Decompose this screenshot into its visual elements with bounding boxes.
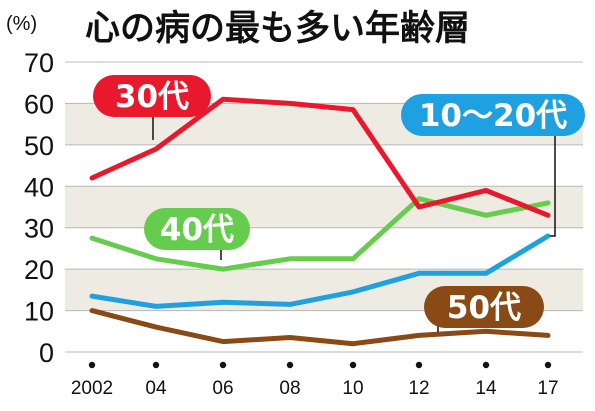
series-label-text: 10〜20代 (419, 98, 567, 134)
x-tick-label: 14 (475, 378, 497, 399)
series-label-text: 30代 (115, 79, 189, 115)
y-axis-ticks: 0 10 20 30 40 50 60 70 (24, 48, 54, 368)
x-tick-dot (415, 361, 423, 369)
series-line (89, 196, 551, 272)
series-labels: 30代 10〜20代 40代 50代 (93, 75, 585, 328)
y-tick-label: 70 (24, 48, 54, 78)
series-label-pill (424, 286, 544, 328)
series-label-text: 40代 (160, 212, 234, 248)
series-label-text: 50代 (447, 290, 521, 326)
grid-band (65, 186, 583, 228)
series-line (89, 233, 551, 309)
x-tick-label: 04 (145, 378, 167, 399)
y-tick-label: 60 (24, 89, 54, 119)
x-tick-dot (349, 361, 357, 369)
series-lines (89, 96, 551, 347)
grid-band (65, 144, 583, 187)
series-label-pill (144, 208, 250, 250)
x-tick-label: 17 (537, 378, 558, 399)
chart-title: 心の病の最も多い年齢層 (85, 9, 470, 49)
y-tick-label: 50 (24, 131, 54, 161)
x-tick-dot (152, 361, 160, 369)
leader-line (550, 115, 556, 237)
x-tick-dot (219, 361, 227, 369)
series-line (89, 96, 551, 218)
y-tick-label: 10 (24, 297, 54, 327)
x-axis-ticks: 2002 04 06 08 10 12 14 17 (71, 361, 559, 399)
x-tick-label: 08 (279, 378, 300, 399)
x-tick-dot (482, 361, 490, 369)
x-tick-dot (88, 361, 96, 369)
x-tick-dot (286, 361, 294, 369)
y-axis-unit: (%) (6, 13, 37, 35)
series-line (89, 308, 551, 347)
x-tick-dot (544, 361, 552, 369)
x-tick-label: 06 (212, 378, 233, 399)
x-tick-label: 10 (342, 378, 363, 399)
y-tick-label: 20 (24, 255, 54, 285)
series-label-pill (401, 94, 585, 136)
x-tick-label: 12 (408, 378, 429, 399)
y-tick-label: 0 (39, 338, 54, 368)
y-tick-label: 40 (24, 172, 54, 202)
x-tick-label: 2002 (71, 378, 113, 399)
series-label-pill (93, 75, 211, 117)
y-tick-label: 30 (24, 214, 54, 244)
